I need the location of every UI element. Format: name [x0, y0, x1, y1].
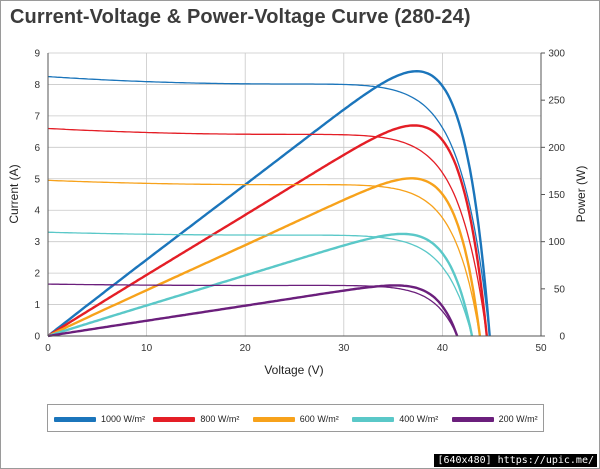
y2-tick-label: 200: [548, 143, 565, 154]
legend-swatch: [451, 416, 494, 422]
series-4-current-curve: [48, 283, 458, 337]
y2-tick-label: 0: [559, 332, 565, 343]
legend: 1000 W/m² 800 W/m² 600 W/m² 400 W/m² 200 W/m…: [47, 404, 544, 432]
legend-label: 1000 W/m²: [101, 414, 146, 424]
y-tick-label: 3: [34, 237, 40, 248]
series-2-current-curve: [47, 179, 481, 337]
y-tick-label: 1: [34, 300, 40, 311]
y2-axis-label: Power (W): [574, 166, 588, 223]
legend-swatch: [352, 416, 395, 422]
y-tick-label: 8: [34, 80, 40, 91]
curve-layer: [47, 69, 491, 338]
x-tick-label: 50: [535, 343, 547, 354]
legend-label: 400 W/m²: [399, 414, 439, 424]
watermark: [640x480] https://upic.me/: [434, 454, 597, 467]
x-tick-label: 40: [437, 343, 449, 354]
x-axis-label: Voltage (V): [264, 363, 323, 377]
legend-label: 600 W/m²: [299, 414, 339, 424]
y-axis-label: Current (A): [7, 164, 21, 223]
legend-item-1: 800 W/m²: [153, 405, 239, 433]
series-4-power-curve: [47, 284, 459, 338]
y-tick-label: 6: [34, 143, 40, 154]
legend-swatch: [54, 416, 96, 422]
series-0-power-curve: [47, 69, 491, 337]
grid-layer: [48, 52, 542, 336]
legend-label: 200 W/m²: [498, 414, 538, 424]
y2-tick-label: 300: [548, 49, 565, 60]
y2-tick-label: 150: [548, 190, 565, 201]
y2-tick-label: 100: [548, 237, 565, 248]
x-tick-label: 10: [141, 343, 153, 354]
tick-layer: 0 10 20 30 40 50 0 1 2 3 4 5 6 7 8 9 0 50 100 150 200 250 300: [34, 49, 565, 355]
legend-swatch: [252, 416, 295, 422]
legend-swatch: [153, 416, 196, 422]
series-0-current-curve: [47, 75, 491, 337]
x-tick-label: 0: [45, 343, 51, 354]
series-1-current-curve: [47, 127, 488, 337]
y-tick-label: 2: [34, 269, 40, 280]
series-3-current-curve: [47, 231, 473, 337]
y-tick-label: 9: [34, 49, 40, 60]
y2-tick-label: 50: [554, 284, 566, 295]
legend-label: 800 W/m²: [200, 414, 240, 424]
y-tick-label: 5: [34, 174, 40, 185]
chart-title: Current-Voltage & Power-Voltage Curve (2…: [10, 6, 471, 28]
legend-item-0: 1000 W/m²: [54, 405, 145, 433]
y2-tick-label: 250: [548, 96, 565, 107]
legend-item-4: 200 W/m²: [451, 405, 538, 433]
y-tick-label: 0: [34, 332, 40, 343]
y-tick-label: 7: [34, 111, 40, 122]
series-3-power-curve: [47, 232, 474, 338]
series-1-power-curve: [47, 124, 488, 338]
legend-item-3: 400 W/m²: [352, 405, 438, 433]
y-tick-label: 4: [34, 206, 40, 217]
x-tick-label: 30: [338, 343, 350, 354]
series-2-power-curve: [47, 177, 482, 338]
legend-item-2: 600 W/m²: [252, 405, 339, 433]
x-tick-label: 20: [240, 343, 252, 354]
